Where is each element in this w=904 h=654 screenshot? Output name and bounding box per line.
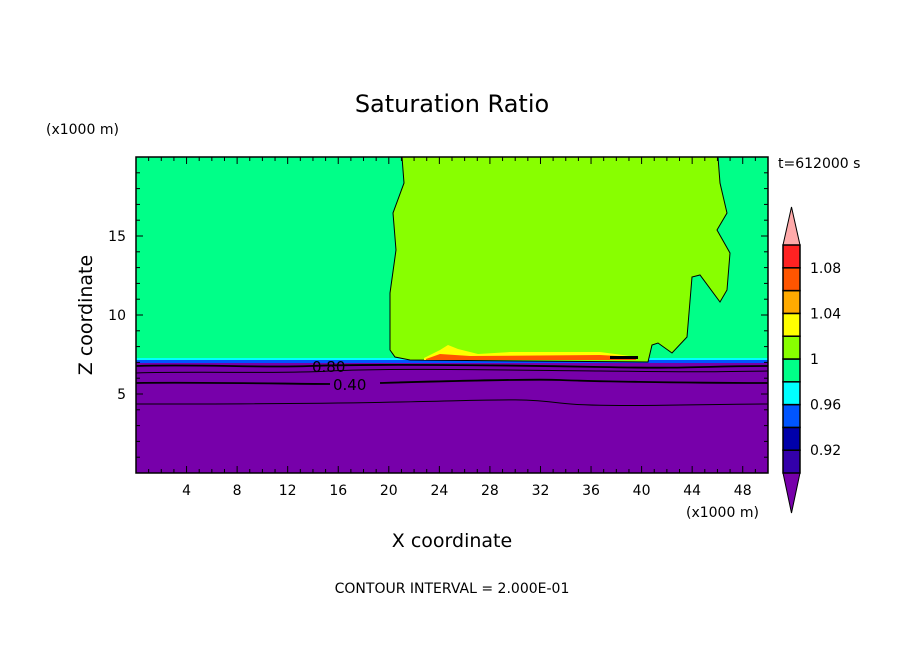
x-tick-label: 36 <box>582 483 600 499</box>
chart-title: Saturation Ratio <box>355 90 549 118</box>
colorbar-box <box>782 426 801 451</box>
contour-field: 0.800.40 <box>135 156 769 473</box>
colorbar-over-triangle <box>782 206 801 246</box>
x-tick-label: 48 <box>734 483 752 499</box>
x-tick-label: 8 <box>233 483 242 499</box>
colorbar-box <box>782 403 801 429</box>
colorbar-label: 1.08 <box>810 261 841 277</box>
x-tick-label: 28 <box>481 483 499 499</box>
contour-line <box>135 399 769 407</box>
y-units-label: (x1000 m) <box>46 122 119 138</box>
x-tick-label: 4 <box>182 483 191 499</box>
colorbar-box <box>782 267 801 292</box>
contour-line <box>135 378 769 385</box>
colorbar-under-triangle <box>782 472 801 514</box>
colorbar-label: 1 <box>810 352 819 368</box>
colorbar-box <box>782 312 801 337</box>
subsaturated-region <box>136 363 768 473</box>
supersaturated-cloud <box>389 156 731 363</box>
x-tick-label: 32 <box>532 483 550 499</box>
x-tick-label: 12 <box>279 483 297 499</box>
contour-label: 0.40 <box>333 376 366 394</box>
x-tick-label: 24 <box>430 483 448 499</box>
y-tick-label: 15 <box>108 229 126 245</box>
colorbar-label: 0.92 <box>810 443 841 459</box>
x-tick-label: 44 <box>683 483 701 499</box>
colorbar-box <box>782 358 801 383</box>
x-units-label: (x1000 m) <box>686 505 759 521</box>
colorbar-label: 0.96 <box>810 398 841 414</box>
red-patch <box>426 354 636 360</box>
y-tick-label: 5 <box>117 387 126 403</box>
contour-line <box>135 364 769 369</box>
colorbar-label: 1.04 <box>810 306 841 322</box>
x-tick-label: 20 <box>380 483 398 499</box>
y-tick-label: 10 <box>108 308 126 324</box>
x-tick-label: 40 <box>633 483 651 499</box>
black-patch <box>610 356 638 359</box>
colorbar-box <box>782 289 801 315</box>
blue-band <box>136 360 768 365</box>
colorbar-box <box>782 449 801 474</box>
colorbar-box <box>782 381 801 406</box>
time-label: t=612000 s <box>778 156 860 172</box>
contour-interval-footer: CONTOUR INTERVAL = 2.000E-01 <box>335 581 570 597</box>
colorbar-box <box>782 335 801 360</box>
contour-line <box>135 368 769 374</box>
x-tick-label: 16 <box>329 483 347 499</box>
y-axis-label: Z coordinate <box>75 255 97 375</box>
contour-label: 0.80 <box>312 358 345 376</box>
colorbar: 0.92 0.96 1 1.04 1.08 <box>782 206 841 514</box>
x-axis-label: X coordinate <box>392 530 512 552</box>
colorbar-box <box>782 244 801 269</box>
